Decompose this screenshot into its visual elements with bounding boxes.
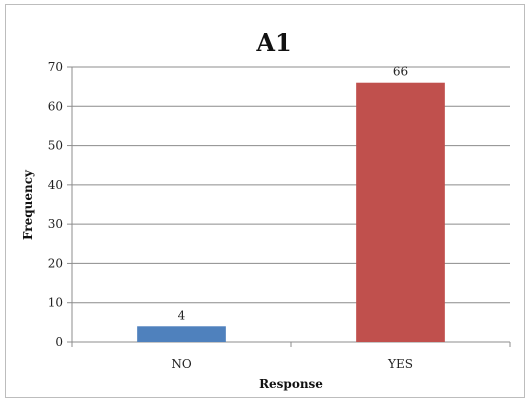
data-labels: 4 66 bbox=[178, 65, 408, 323]
y-tick-label: 40 bbox=[48, 178, 63, 192]
y-tick-label: 70 bbox=[48, 60, 63, 74]
chart-frame: A1 0 10 20 30 40 50 60 70 4 66 NO YES Response Fr… bbox=[5, 4, 525, 398]
bar-no bbox=[137, 326, 226, 342]
y-tick-label: 20 bbox=[48, 256, 63, 270]
chart-title: A1 bbox=[255, 28, 291, 57]
y-axis-ticks: 0 10 20 30 40 50 60 70 bbox=[48, 60, 72, 349]
y-tick-label: 30 bbox=[48, 217, 63, 231]
y-tick-label: 0 bbox=[55, 335, 63, 349]
y-tick-label: 10 bbox=[48, 296, 63, 310]
data-label-yes: 66 bbox=[393, 65, 408, 79]
x-axis-title: Response bbox=[259, 377, 323, 391]
x-axis-ticks: NO YES bbox=[71, 342, 511, 371]
data-label-no: 4 bbox=[178, 308, 186, 322]
bars bbox=[137, 82, 445, 342]
y-axis-title: Frequency bbox=[21, 169, 35, 240]
bar-chart: A1 0 10 20 30 40 50 60 70 4 66 NO YES Response Fr… bbox=[21, 28, 511, 391]
y-tick-label: 50 bbox=[48, 139, 63, 153]
x-tick-label: NO bbox=[171, 357, 192, 371]
bar-yes bbox=[356, 82, 445, 342]
gridlines bbox=[72, 66, 510, 304]
y-tick-label: 60 bbox=[48, 99, 63, 113]
x-tick-label: YES bbox=[387, 357, 413, 371]
